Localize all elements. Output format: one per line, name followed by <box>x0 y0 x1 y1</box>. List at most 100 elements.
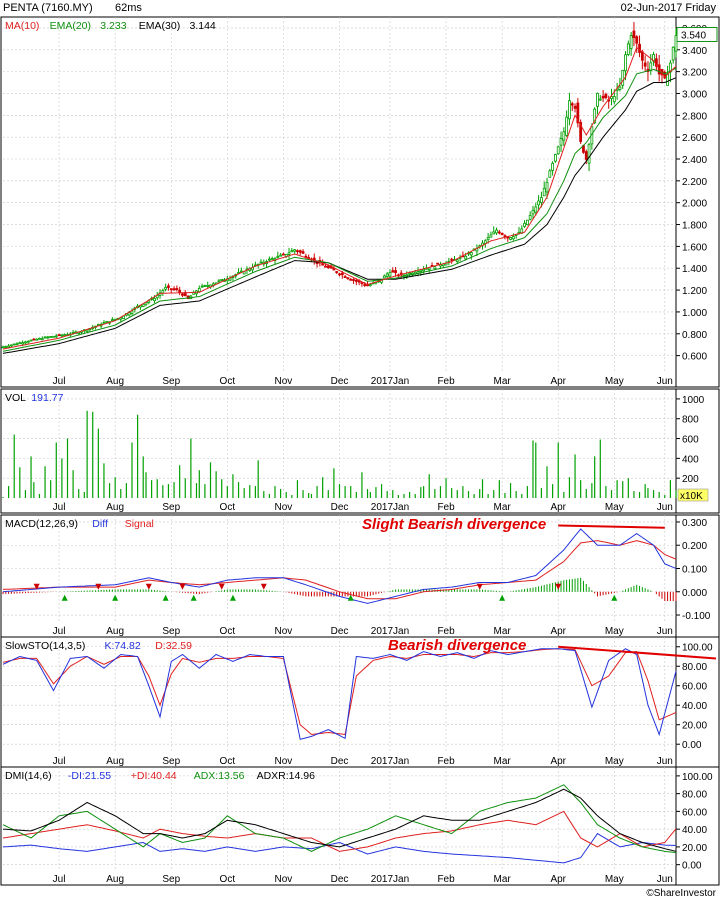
dmi-tick-label: 60.00 <box>682 807 707 818</box>
candle-body <box>301 251 305 254</box>
dmi-legend-item: ADX:13.56 <box>194 770 245 782</box>
price-legend-item: 3.144 <box>190 20 216 32</box>
candle-body <box>12 343 16 346</box>
stochastic-legend-item: SlowSTO(14,3,5) <box>5 640 85 652</box>
candle-body <box>548 170 552 178</box>
candle-body <box>598 98 602 101</box>
candle-body <box>172 288 176 291</box>
ticker-title: PENTA (7160.MY) <box>3 2 93 14</box>
price-legend-item: MA(10) <box>5 20 39 32</box>
macd-month-label: Mar <box>494 626 512 637</box>
stochastic-month-label: Oct <box>220 756 236 767</box>
last-price-box <box>676 26 718 42</box>
stochastic-tick-label: 0.00 <box>682 740 702 751</box>
candle-body <box>554 154 557 162</box>
dmi-legend-item: ADXR:14.96 <box>257 770 316 782</box>
stochastic-month-label: Feb <box>437 756 455 767</box>
dmi-tick-label: 100.00 <box>682 772 713 783</box>
candle-body <box>638 43 641 53</box>
candle-body <box>635 36 639 44</box>
candle-body <box>161 290 165 294</box>
candle-body <box>24 341 27 344</box>
buy-arrow <box>499 594 506 601</box>
candle-body <box>436 262 440 265</box>
candle-body <box>49 336 53 338</box>
buy-arrow <box>611 594 618 601</box>
candle-body <box>259 261 263 264</box>
macd-month-label: Jun <box>657 626 673 637</box>
dmi-legend-item: DMI(14,6) <box>5 770 52 782</box>
candle-body <box>511 236 515 240</box>
price-tick-label: 2.400 <box>682 155 707 166</box>
buy-arrow <box>61 594 68 601</box>
dmi-month-label: Sep <box>162 874 180 885</box>
macd-diff-line <box>2 528 677 604</box>
dmi-month-label: May <box>605 874 624 885</box>
dmi-plus-di-line <box>2 810 677 852</box>
price-tick-label: 3.400 <box>682 46 707 57</box>
candle-body <box>433 266 437 269</box>
candle-body <box>52 335 55 338</box>
macd-legend-item: Signal <box>125 518 154 530</box>
candle-body <box>153 298 156 301</box>
sell-arrow <box>260 583 267 590</box>
candle-body <box>186 295 190 299</box>
stochastic-tick-label: 40.00 <box>682 701 707 712</box>
price-tick-label: 1.800 <box>682 221 707 232</box>
volume-month-label: 2017Jan <box>371 502 409 513</box>
candle-body <box>500 232 504 235</box>
candle-body <box>110 319 114 322</box>
stochastic-month-label: Nov <box>275 756 293 767</box>
price-legend-item: 3.233 <box>100 20 126 32</box>
candle-body <box>54 335 58 338</box>
candle-body <box>422 268 426 272</box>
macd-legend-item: MACD(12,26,9) <box>5 518 78 530</box>
macd-divergence-trendline <box>558 524 665 529</box>
candle-body <box>489 234 493 238</box>
candle-body <box>579 121 583 142</box>
candle-body <box>200 285 204 288</box>
candle-body <box>674 35 678 52</box>
stochastic-month-label: Aug <box>106 756 124 767</box>
price-month-label: Feb <box>437 376 455 387</box>
ma10-line <box>2 46 677 350</box>
macd-panel-frame <box>0 514 720 638</box>
candle-body <box>542 187 546 197</box>
candle-body <box>427 267 431 271</box>
macd-legend-item: Diff <box>92 518 108 530</box>
volume-month-label: May <box>605 502 624 513</box>
candle-body <box>632 30 636 39</box>
macd-month-label: Feb <box>437 626 455 637</box>
candle-body <box>593 108 597 124</box>
price-month-label: May <box>605 376 624 387</box>
macd-month-label: Apr <box>550 626 566 637</box>
last-price-label: 3.540 <box>681 30 706 41</box>
candle-body <box>324 265 327 268</box>
candle-body <box>220 279 224 281</box>
candle-body <box>7 345 11 348</box>
date-label: 02-Jun-2017 Friday <box>621 2 717 14</box>
candle-body <box>267 258 271 261</box>
candle-body <box>388 272 392 277</box>
candle-body <box>556 146 560 155</box>
sell-arrow <box>476 583 483 590</box>
candle-body <box>666 73 669 86</box>
price-month-label: Sep <box>162 376 180 387</box>
buy-arrow <box>162 594 169 601</box>
candle-body <box>1 346 5 349</box>
dmi-month-label: Nov <box>275 874 293 885</box>
stochastic-month-label: Jul <box>53 756 66 767</box>
price-tick-label: 2.000 <box>682 199 707 210</box>
volume-unit-label: x10K <box>680 491 703 502</box>
candle-body <box>540 197 543 203</box>
dmi-panel-frame <box>0 766 720 886</box>
price-legend-item: EMA(20) <box>50 20 91 32</box>
price-tick-label: 2.600 <box>682 133 707 144</box>
candle-body <box>559 138 563 146</box>
dmi-month-label: Jun <box>657 874 673 885</box>
candle-body <box>624 54 627 72</box>
candle-body <box>469 252 473 256</box>
price-legend-item: EMA(30) <box>139 20 180 32</box>
price-tick-label: 2.800 <box>682 111 707 122</box>
candle-body <box>352 279 355 281</box>
